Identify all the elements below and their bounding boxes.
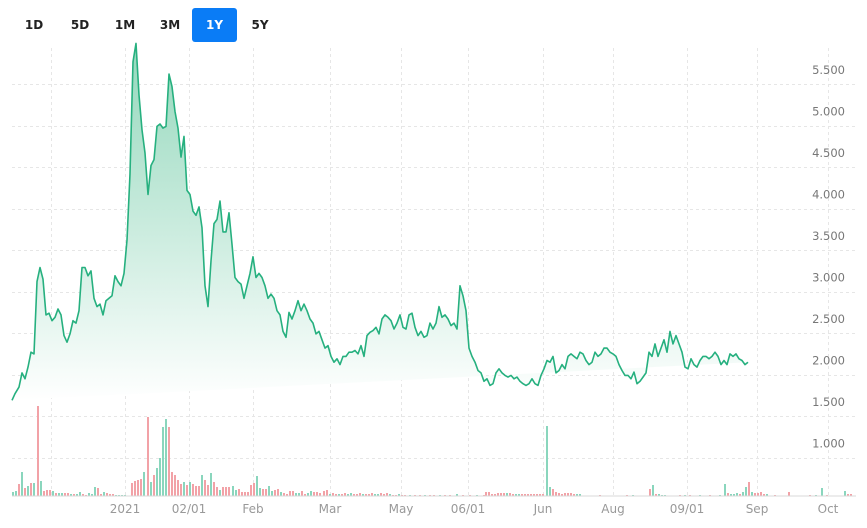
x-tick-label: Jun bbox=[533, 502, 553, 516]
x-tick-label: Mar bbox=[319, 502, 342, 516]
x-axis-labels: 2021 02/01 Feb Mar May 06/01 Jun Aug 09/01 Sep Oct bbox=[110, 502, 839, 516]
x-tick-label: 02/01 bbox=[172, 502, 207, 516]
y-tick-label: 3.500 bbox=[812, 229, 845, 243]
range-button-1y[interactable]: 1Y bbox=[192, 8, 237, 42]
x-tick-label: Aug bbox=[601, 502, 624, 516]
x-tick-label: May bbox=[389, 502, 414, 516]
x-tick-label: Sep bbox=[746, 502, 769, 516]
y-tick-label: 1.000 bbox=[812, 437, 845, 451]
range-button-3m[interactable]: 3M bbox=[159, 18, 181, 32]
y-tick-label: 4.000 bbox=[812, 188, 845, 202]
y-tick-label: 3.000 bbox=[812, 271, 845, 285]
x-tick-label: 06/01 bbox=[451, 502, 486, 516]
volume-bars bbox=[12, 406, 852, 496]
y-tick-label: 2.500 bbox=[812, 312, 845, 326]
range-button-5d[interactable]: 5D bbox=[70, 18, 90, 32]
x-tick-label: 2021 bbox=[110, 502, 141, 516]
y-tick-label: 5.500 bbox=[812, 63, 845, 77]
range-button-5y[interactable]: 5Y bbox=[251, 18, 269, 32]
y-axis-labels: 5.500 5.000 4.500 4.000 3.500 3.000 2.500 2.000… bbox=[812, 63, 845, 451]
x-tick-label: 09/01 bbox=[670, 502, 705, 516]
x-tick-label: Oct bbox=[818, 502, 839, 516]
x-tick-label: Feb bbox=[242, 502, 263, 516]
y-tick-label: 1.500 bbox=[812, 395, 845, 409]
price-area bbox=[12, 43, 748, 401]
y-tick-label: 2.000 bbox=[812, 354, 845, 368]
range-button-1m[interactable]: 1M bbox=[114, 18, 136, 32]
price-line bbox=[11, 42, 749, 401]
y-tick-label: 5.000 bbox=[812, 105, 845, 119]
y-tick-label: 4.500 bbox=[812, 146, 845, 160]
range-button-1d[interactable]: 1D bbox=[24, 18, 44, 32]
